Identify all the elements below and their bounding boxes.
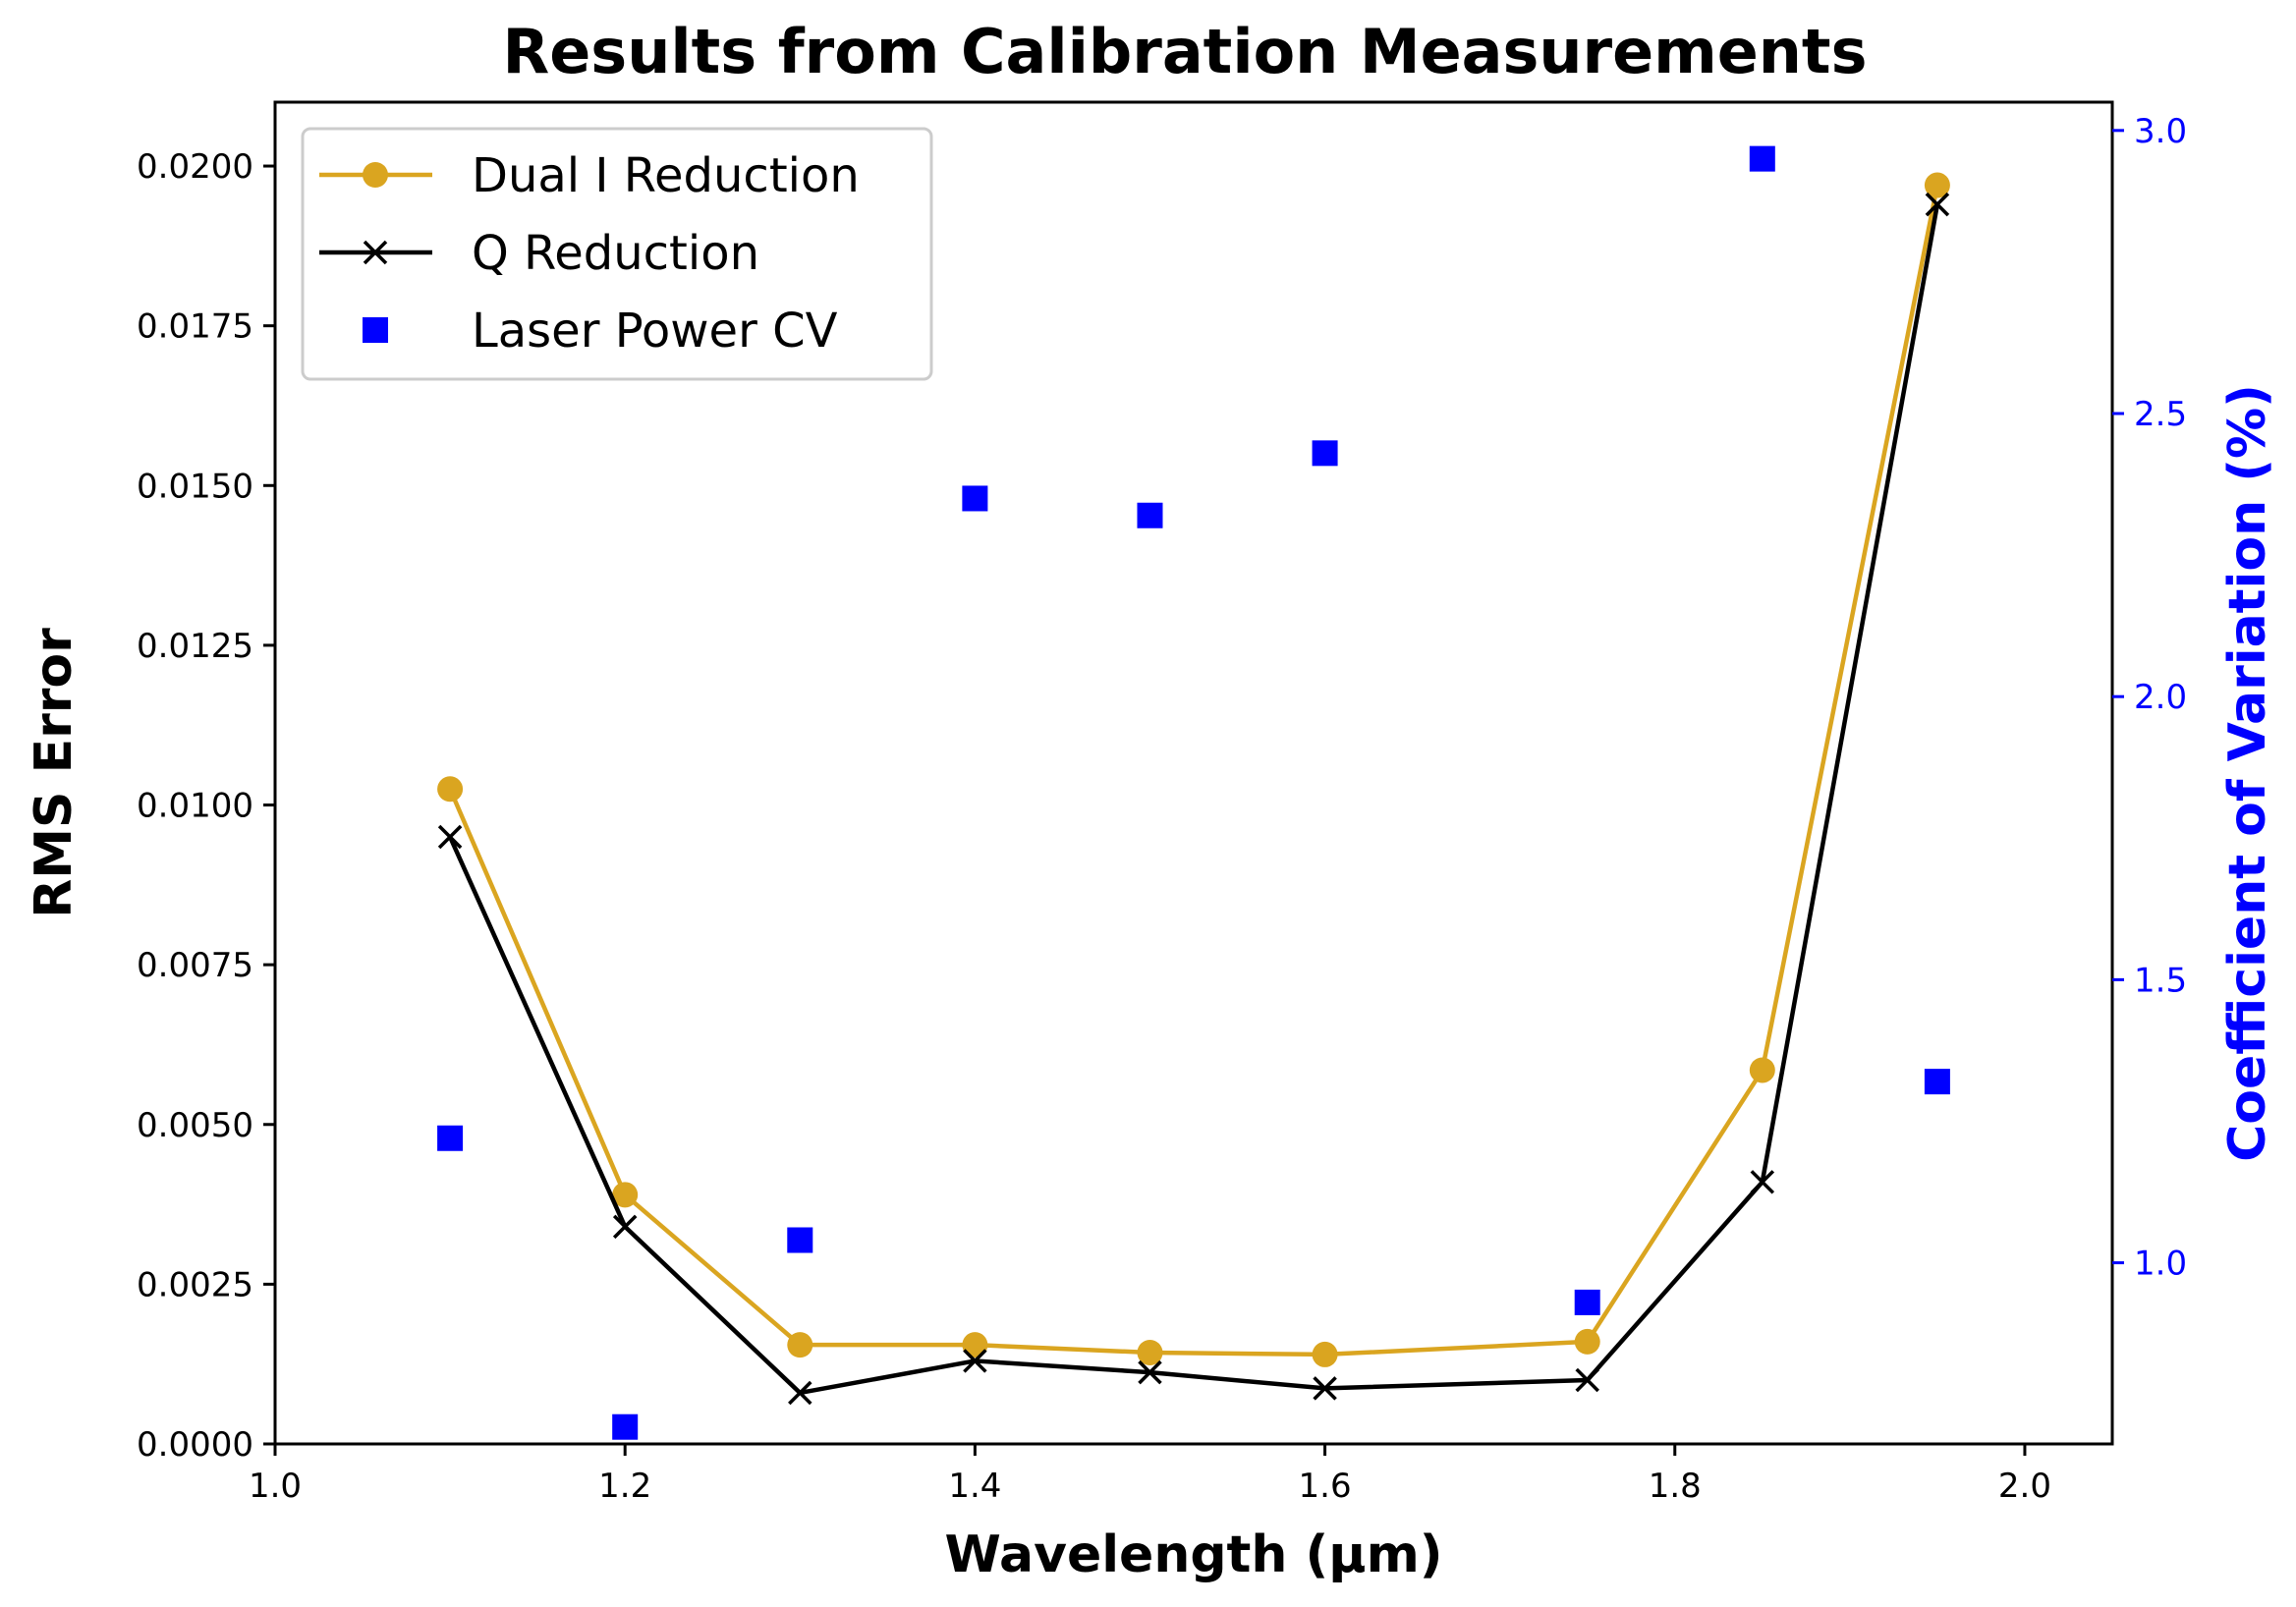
- right-y-tick-label: 3.0: [2134, 112, 2187, 151]
- data-point-laser-power-cv: [1749, 145, 1775, 172]
- x-tick-label: 2.0: [1998, 1467, 2051, 1506]
- data-point-laser-power-cv: [1574, 1289, 1600, 1315]
- series-q-reduction: [437, 192, 1950, 1406]
- data-point-dual-i-reduction: [1574, 1328, 1600, 1355]
- data-point-q-reduction-stroke: [437, 824, 463, 850]
- data-point-dual-i-reduction: [1924, 172, 1950, 198]
- legend-item-dual-i-reduction: Dual I Reduction: [319, 148, 860, 203]
- data-point-laser-power-cv: [1924, 1069, 1950, 1095]
- data-point-dual-i-reduction: [1312, 1341, 1338, 1367]
- data-point-dual-i-reduction: [962, 1332, 988, 1358]
- data-point-dual-i-reduction: [612, 1182, 639, 1208]
- data-point-q-reduction-stroke: [1750, 1170, 1775, 1194]
- data-point-q-reduction: [1925, 192, 1950, 217]
- right-y-tick-label: 1.0: [2134, 1245, 2187, 1284]
- x-axis-label: Wavelength (µm): [944, 1525, 1442, 1584]
- data-point-q-reduction: [1138, 1359, 1162, 1385]
- data-point-dual-i-reduction: [1749, 1057, 1775, 1083]
- plot-area: [437, 145, 1950, 1440]
- x-tick-label: 1.0: [249, 1467, 302, 1506]
- right-y-tick-label: 1.5: [2134, 961, 2187, 1000]
- data-point-q-reduction: [1575, 1367, 1599, 1393]
- legend-marker: [363, 240, 388, 265]
- data-point-q-reduction-stroke: [1138, 1359, 1162, 1385]
- legend-label: Dual I Reduction: [472, 148, 860, 203]
- right-y-axis: 1.0 1.5 2.0 2.5 3.0: [2112, 112, 2187, 1284]
- legend-marker: [363, 162, 388, 188]
- left-y-tick-label: 0.0150: [137, 467, 253, 506]
- data-point-q-reduction: [437, 824, 463, 850]
- left-y-tick-label: 0.0000: [137, 1425, 253, 1465]
- legend-label: Q Reduction: [472, 226, 759, 281]
- series-laser-power-cv: [437, 145, 1950, 1440]
- data-point-laser-power-cv: [1137, 502, 1163, 528]
- x-tick-label: 1.6: [1299, 1467, 1352, 1506]
- series-dual-i-reduction: [437, 172, 1950, 1367]
- data-point-q-reduction-stroke: [1575, 1367, 1599, 1393]
- data-point-laser-power-cv: [787, 1227, 813, 1253]
- legend: Dual I Reduction Q Reduction Laser Power C…: [301, 127, 933, 381]
- x-axis: 1.0 1.2 1.4 1.6 1.8 2.0: [249, 1444, 2051, 1506]
- right-y-tick-label: 2.0: [2134, 678, 2187, 717]
- x-tick-label: 1.4: [948, 1467, 1001, 1506]
- data-point-q-reduction: [612, 1214, 638, 1240]
- left-y-axis-label: RMS Error: [25, 628, 84, 918]
- legend-item-laser-power-cv: Laser Power CV: [363, 304, 838, 359]
- left-y-tick-label: 0.0050: [137, 1106, 253, 1145]
- axes-frame: [273, 100, 2114, 1446]
- data-point-q-reduction: [963, 1349, 987, 1373]
- data-point-laser-power-cv: [1312, 440, 1338, 467]
- data-point-q-reduction-stroke: [1313, 1376, 1337, 1401]
- data-point-dual-i-reduction: [787, 1332, 813, 1358]
- data-point-q-reduction-stroke: [963, 1349, 987, 1373]
- left-y-tick-label: 0.0100: [137, 787, 253, 826]
- data-point-q-reduction: [1750, 1170, 1775, 1194]
- left-y-tick-label: 0.0175: [137, 307, 253, 347]
- data-point-dual-i-reduction: [1137, 1339, 1163, 1365]
- data-point-laser-power-cv: [612, 1413, 639, 1440]
- legend-label: Laser Power CV: [472, 304, 838, 359]
- left-y-tick-label: 0.0025: [137, 1265, 253, 1304]
- left-y-tick-label: 0.0075: [137, 946, 253, 985]
- data-point-q-reduction-stroke: [788, 1380, 812, 1406]
- right-y-tick-label: 2.5: [2134, 395, 2187, 434]
- data-point-dual-i-reduction: [437, 776, 464, 803]
- legend-marker-stroke: [363, 240, 388, 265]
- data-point-q-reduction-stroke: [1925, 192, 1950, 217]
- left-y-tick-label: 0.0200: [137, 147, 253, 187]
- legend-marker: [363, 317, 388, 343]
- data-point-laser-power-cv: [437, 1125, 464, 1151]
- data-point-q-reduction: [1313, 1376, 1337, 1401]
- legend-box: [301, 127, 933, 381]
- legend-item-q-reduction: Q Reduction: [319, 226, 759, 281]
- chart-title: Results from Calibration Measurements: [503, 16, 1868, 87]
- right-y-axis-label: Coefficient of Variation (%): [2218, 384, 2277, 1162]
- data-point-q-reduction: [788, 1380, 812, 1406]
- data-point-q-reduction-stroke: [612, 1214, 638, 1240]
- series-line-q-reduction: [448, 203, 1940, 1396]
- data-point-laser-power-cv: [962, 485, 988, 512]
- left-y-tick-label: 0.0125: [137, 627, 253, 666]
- x-tick-label: 1.8: [1649, 1467, 1702, 1506]
- x-tick-label: 1.2: [598, 1467, 651, 1506]
- left-y-axis: 0.0000 0.0025 0.0050 0.0075 0.0100 0.0125 0.01…: [137, 147, 275, 1465]
